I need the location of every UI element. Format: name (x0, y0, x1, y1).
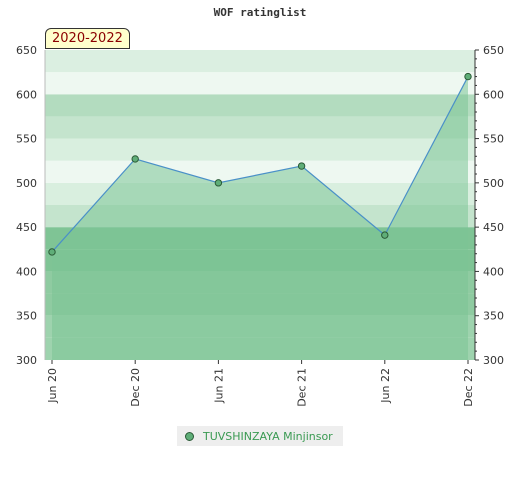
data-point (381, 231, 389, 239)
axes (44, 50, 476, 360)
y-axis-right: 300 350 400 450 500 550 600 650 (475, 44, 504, 367)
grid-band (45, 94, 475, 117)
y-tick-label-right: 450 (483, 221, 504, 234)
x-tick-label: Dec 21 (296, 368, 309, 407)
legend-label: TUVSHINZAYA Minjinsor (203, 429, 333, 443)
y-tick-label-right: 400 (483, 265, 504, 278)
x-tick-label: Dec 20 (129, 368, 142, 407)
x-tick-label: Jun 21 (212, 368, 225, 404)
y-tick-label-left: 550 (16, 133, 37, 146)
x-tick-label: Jun 22 (379, 368, 392, 404)
y-tick-label-left: 350 (16, 310, 37, 323)
legend[interactable]: TUVSHINZAYA Minjinsor (177, 426, 343, 446)
y-tick-label-left: 400 (16, 265, 37, 278)
y-tick-label-left: 300 (16, 354, 37, 367)
data-point (297, 162, 306, 170)
chart-title: WOF ratinglist (213, 6, 307, 19)
legend-marker (185, 431, 194, 441)
data-point (131, 155, 139, 163)
y-tick-label-left: 650 (16, 44, 37, 57)
y-tick-label-right: 350 (483, 310, 504, 323)
y-tick-label-right: 300 (483, 354, 504, 367)
data-point (48, 248, 56, 256)
grid-band (45, 138, 475, 161)
y-tick-label-left: 600 (16, 88, 37, 101)
data-point (214, 179, 223, 187)
y-tick-label-right: 500 (483, 177, 504, 190)
y-tick-label-left: 500 (16, 177, 37, 190)
y-axis-left: 300 350 400 450 500 550 600 650 (16, 44, 37, 367)
period-badge: 2020-2022 (45, 28, 130, 49)
x-tick-label: Jun 20 (46, 368, 59, 404)
y-tick-label-right: 550 (483, 133, 504, 146)
y-tick-label-right: 650 (483, 44, 504, 57)
series-line (51, 76, 469, 253)
x-axis: Jun 20 Dec 20 Jun 21 Dec 21 Jun 22 Dec 22 (46, 360, 475, 407)
grid-band (45, 50, 475, 73)
grid-band (45, 72, 475, 95)
grid-band (45, 116, 475, 139)
x-tick-label: Dec 22 (462, 368, 475, 407)
data-point (464, 72, 472, 81)
y-tick-label-right: 600 (483, 88, 504, 101)
series-area (52, 76, 468, 361)
y-tick-label-left: 450 (16, 221, 37, 234)
data-markers (48, 72, 472, 256)
